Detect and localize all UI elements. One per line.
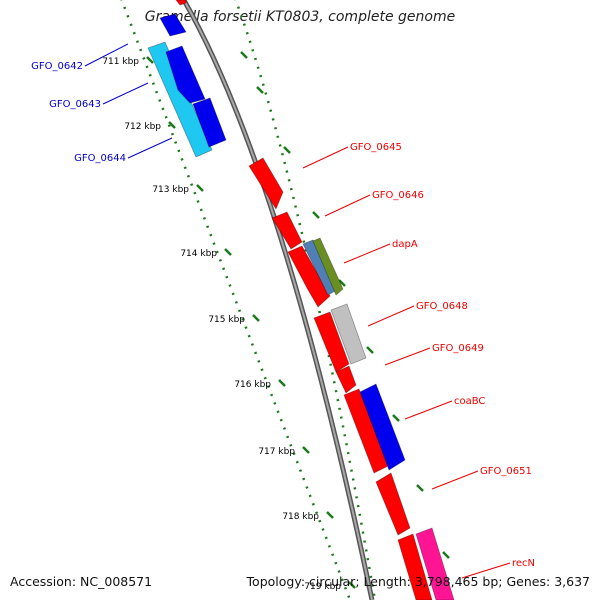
kbp-tick-marks: 711 kbp 712 kbp 713 kbp 714 kbp 715 kbp 716 k… — [102, 51, 450, 592]
kbp-tick-label: 711 kbp — [102, 57, 139, 67]
kbp-tick-label: 716 kbp — [234, 380, 271, 390]
genes-value: 3,637 — [554, 574, 590, 589]
gene-label-reverse[interactable]: GFO_0643 — [49, 99, 101, 110]
gene-block-pink — [415, 527, 455, 600]
length-value: 3,798,465 bp — [414, 574, 499, 589]
gene-block-GFO_0642 — [165, 45, 206, 104]
gene-labels: GFO_0642 GFO_0643 GFO_0644 GFO_0645 GFO_0646… — [31, 61, 535, 569]
kbp-tick-label: 714 kbp — [180, 249, 217, 259]
gene-block-top-blue — [159, 13, 187, 37]
gene-block-cog-green — [312, 237, 344, 296]
leader-line — [84, 43, 129, 67]
topology-value: circular — [309, 574, 356, 589]
kbp-tick — [224, 248, 232, 256]
gene-block-coaBC — [359, 383, 406, 471]
gene-label-forward[interactable]: GFO_0646 — [372, 190, 424, 201]
gene-features — [147, 0, 455, 600]
gene-label-forward[interactable]: coaBC — [454, 396, 485, 407]
leader-line — [343, 243, 391, 264]
gene-block-GFO_0649 — [335, 365, 357, 394]
kbp-tick — [326, 511, 334, 519]
kbp-tick-label: 719 kbp — [304, 582, 341, 592]
outer-tick — [442, 551, 450, 559]
leader-line — [404, 400, 453, 420]
genome-backbone-highlight — [182, 0, 373, 600]
leader-line — [461, 562, 511, 579]
kbp-tick-label: 718 kbp — [282, 512, 319, 522]
kbp-tick — [196, 184, 204, 192]
gene-block-GFO_0645 — [248, 157, 284, 210]
kbp-tick — [146, 56, 154, 64]
outer-tick-ring — [234, 0, 377, 600]
kbp-tick-label: 717 kbp — [258, 447, 295, 457]
topology-label: Topology: — [246, 574, 306, 589]
label-leader-lines — [84, 43, 511, 579]
leader-line — [102, 82, 149, 105]
gene-label-reverse[interactable]: GFO_0644 — [74, 153, 126, 164]
accession-info: Accession: NC_008571 — [10, 574, 152, 589]
kbp-tick-label: 715 kbp — [208, 315, 245, 325]
gene-label-forward[interactable]: GFO_0649 — [432, 343, 484, 354]
kbp-tick-label: 712 kbp — [124, 122, 161, 132]
kbp-tick-label: 713 kbp — [152, 185, 189, 195]
gene-label-forward[interactable]: GFO_0648 — [416, 301, 468, 312]
gene-block-GFO_0644 — [147, 41, 213, 158]
length-label: Length: — [363, 574, 411, 589]
gene-label-forward[interactable]: GFO_0651 — [480, 466, 532, 477]
gene-block-cog-gray — [330, 303, 367, 365]
kbp-tick — [348, 581, 356, 589]
kbp-tick — [252, 314, 260, 322]
map-title: Gramella forsetii KT0803, complete genom… — [144, 9, 456, 25]
accession-label: Accession: — [10, 574, 77, 589]
leader-line — [127, 137, 173, 159]
gene-block-recN — [397, 533, 433, 600]
kbp-tick — [302, 446, 310, 454]
outer-tick — [338, 279, 346, 287]
outer-tick — [283, 146, 291, 154]
gene-label-forward[interactable]: dapA — [392, 239, 418, 250]
gene-label-reverse[interactable]: GFO_0642 — [31, 61, 83, 72]
accession-value: NC_008571 — [80, 574, 153, 589]
leader-line — [384, 347, 431, 366]
gene-block-GFO_0643 — [192, 97, 227, 148]
outer-tick — [392, 414, 400, 422]
genes-label: Genes: — [506, 574, 551, 589]
leader-line — [431, 470, 479, 490]
outer-tick — [312, 211, 320, 219]
outer-tick — [240, 51, 248, 59]
outer-tick — [366, 346, 374, 354]
gene-label-forward[interactable]: recN — [512, 558, 535, 569]
leader-line — [324, 194, 371, 217]
leader-line — [302, 146, 349, 169]
separator: ; — [498, 574, 503, 589]
separator: ; — [355, 574, 360, 589]
leader-line — [367, 305, 415, 327]
gene-block-top — [175, 0, 187, 6]
kbp-tick — [278, 379, 286, 387]
gene-block-GFO_0651 — [375, 472, 411, 536]
outer-tick — [416, 484, 424, 492]
genome-backbone — [180, 0, 375, 600]
gene-label-forward[interactable]: GFO_0645 — [350, 142, 402, 153]
gene-block-GFO_0648 — [313, 311, 350, 373]
genome-summary: Topology: circular; Length: 3,798,465 bp… — [247, 574, 590, 589]
gene-block-GFO_0646 — [271, 211, 303, 250]
gene-block-dapA — [287, 245, 331, 308]
outer-tick — [256, 86, 264, 94]
kbp-tick — [168, 121, 176, 129]
